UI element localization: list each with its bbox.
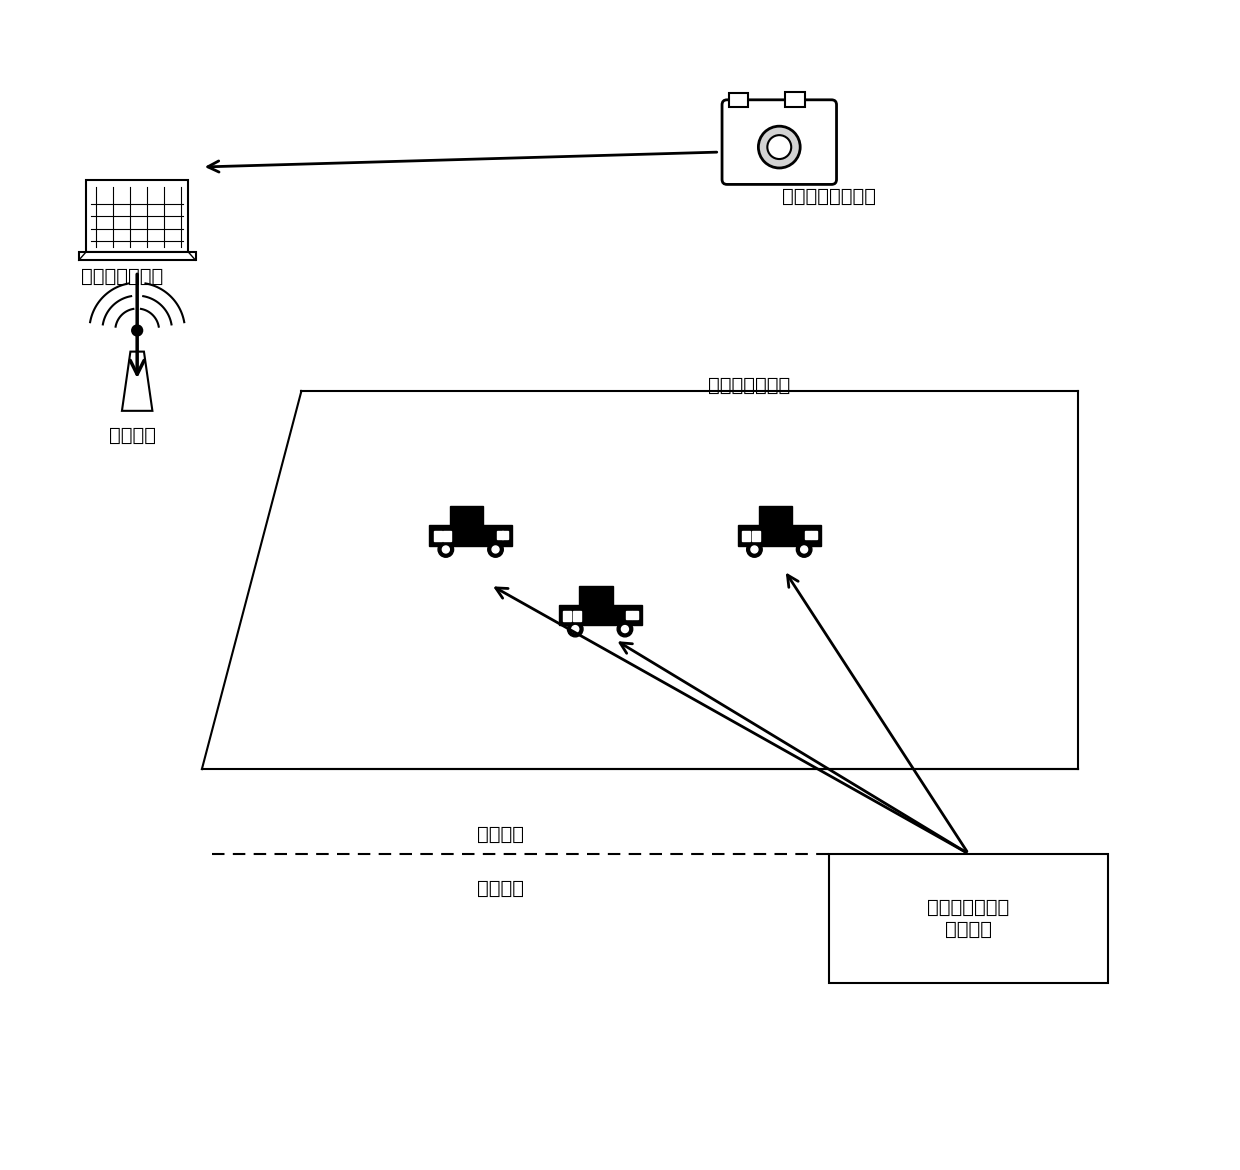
Polygon shape: [502, 531, 508, 539]
Bar: [830, 854, 1107, 983]
Circle shape: [759, 126, 800, 168]
Polygon shape: [573, 611, 580, 621]
Polygon shape: [579, 586, 613, 605]
Text: 实验环境采集模块: 实验环境采集模块: [782, 187, 875, 206]
Circle shape: [618, 621, 632, 636]
Bar: [785, 92, 806, 106]
Circle shape: [621, 626, 629, 633]
Circle shape: [768, 136, 791, 159]
Polygon shape: [753, 531, 760, 542]
Text: 环境信息: 环境信息: [477, 825, 525, 844]
Circle shape: [438, 542, 454, 557]
Polygon shape: [632, 611, 637, 619]
Circle shape: [746, 542, 763, 557]
Circle shape: [133, 325, 143, 336]
Circle shape: [796, 542, 812, 557]
Circle shape: [568, 621, 583, 636]
Text: 上位机定位模块: 上位机定位模块: [81, 267, 164, 285]
Circle shape: [487, 542, 503, 557]
Polygon shape: [811, 531, 817, 539]
Bar: [87, 180, 188, 252]
Polygon shape: [450, 507, 484, 525]
Polygon shape: [122, 352, 153, 411]
Polygon shape: [444, 531, 451, 542]
Circle shape: [572, 626, 579, 633]
Polygon shape: [743, 531, 750, 542]
Polygon shape: [429, 525, 512, 545]
Circle shape: [443, 546, 449, 553]
Text: 状态信息: 状态信息: [477, 879, 525, 897]
Polygon shape: [759, 507, 791, 525]
Text: 多移动机器人组: 多移动机器人组: [708, 376, 791, 395]
Polygon shape: [626, 611, 632, 619]
Polygon shape: [559, 605, 641, 625]
Text: 通信模块: 通信模块: [109, 426, 156, 445]
Circle shape: [492, 546, 498, 553]
Polygon shape: [497, 531, 502, 539]
Polygon shape: [563, 611, 570, 621]
FancyBboxPatch shape: [722, 99, 837, 185]
Polygon shape: [805, 531, 811, 539]
Circle shape: [751, 546, 758, 553]
Polygon shape: [738, 525, 821, 545]
Bar: [79, 252, 196, 260]
Circle shape: [801, 546, 807, 553]
Bar: [729, 94, 748, 106]
Text: 领航者跟随编队
控制算法: 领航者跟随编队 控制算法: [928, 897, 1009, 938]
Polygon shape: [434, 531, 441, 542]
